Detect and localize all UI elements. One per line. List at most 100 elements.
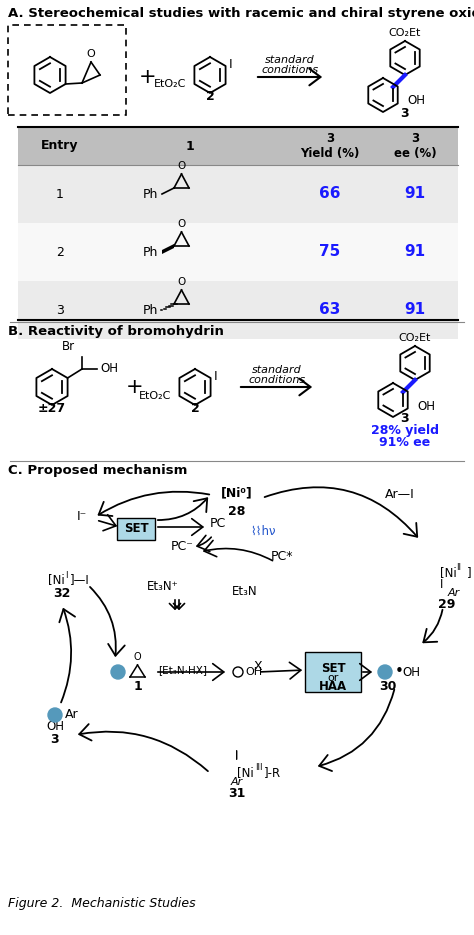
Text: +: +	[126, 377, 144, 397]
Text: C. Proposed mechanism: C. Proposed mechanism	[8, 464, 187, 477]
Text: HAA: HAA	[319, 681, 347, 694]
Text: OH: OH	[46, 720, 64, 733]
Text: OH: OH	[100, 363, 118, 376]
Text: •: •	[395, 665, 404, 680]
Text: OH: OH	[245, 667, 262, 677]
Text: [Ni: [Ni	[237, 767, 254, 780]
Text: 91: 91	[404, 244, 426, 260]
Text: 3: 3	[51, 733, 59, 746]
Circle shape	[48, 708, 62, 722]
Text: standard: standard	[265, 55, 315, 65]
Bar	[18, 223, 458, 281]
Text: 3: 3	[401, 412, 410, 425]
Text: Figure 2.  Mechanistic Studies: Figure 2. Mechanistic Studies	[8, 897, 196, 910]
Text: 3
ee (%): 3 ee (%)	[394, 132, 436, 161]
Text: [Et₃N·HX]: [Et₃N·HX]	[158, 665, 208, 675]
Bar	[18, 165, 458, 223]
Text: 75: 75	[319, 244, 341, 260]
Text: ±27: ±27	[38, 402, 66, 415]
Text: B. Reactivity of bromohydrin: B. Reactivity of bromohydrin	[8, 325, 224, 338]
Bar	[18, 281, 458, 339]
Text: Br: Br	[62, 340, 75, 353]
Text: standard: standard	[252, 365, 302, 375]
Text: 28: 28	[228, 505, 246, 518]
Text: [Ni: [Ni	[48, 573, 65, 586]
Text: 2: 2	[191, 402, 200, 415]
Text: Ph: Ph	[143, 304, 158, 317]
Text: 63: 63	[319, 303, 341, 318]
Text: 1: 1	[133, 680, 142, 693]
Text: Ar: Ar	[65, 709, 79, 722]
Text: EtO₂C: EtO₂C	[154, 79, 186, 89]
Text: 2: 2	[56, 246, 64, 258]
Text: 29: 29	[438, 598, 456, 611]
Circle shape	[111, 665, 125, 679]
Text: 3
Yield (%): 3 Yield (%)	[301, 132, 360, 161]
Text: 3: 3	[401, 107, 410, 120]
Text: Ph: Ph	[143, 188, 158, 200]
Text: Ar: Ar	[231, 777, 243, 787]
Text: 91% ee: 91% ee	[379, 436, 430, 449]
Text: CO₂Et: CO₂Et	[389, 28, 421, 38]
Text: OH: OH	[407, 94, 425, 108]
Text: I: I	[65, 571, 67, 580]
Text: PC⁻: PC⁻	[171, 540, 193, 553]
Text: A. Stereochemical studies with racemic and chiral styrene oxides: A. Stereochemical studies with racemic a…	[8, 7, 474, 20]
Text: 30: 30	[379, 680, 397, 693]
Text: PC*: PC*	[271, 550, 293, 563]
Text: OH: OH	[402, 666, 420, 679]
FancyBboxPatch shape	[305, 652, 361, 692]
Text: ]-R: ]-R	[264, 767, 281, 780]
Text: I: I	[214, 369, 217, 382]
Text: O: O	[87, 49, 95, 59]
Text: Ph: Ph	[143, 246, 158, 258]
Text: I: I	[235, 749, 239, 762]
Circle shape	[378, 665, 392, 679]
Text: Ar—I: Ar—I	[385, 488, 415, 501]
Bar	[18, 127, 458, 165]
Text: 32: 32	[53, 587, 71, 600]
Text: 3: 3	[56, 304, 64, 317]
Text: O: O	[177, 277, 186, 287]
Text: 28% yield: 28% yield	[371, 424, 439, 437]
Text: I: I	[440, 579, 443, 592]
Text: O: O	[177, 219, 186, 229]
Text: I: I	[235, 750, 239, 763]
Text: 2: 2	[206, 90, 214, 103]
Text: [Ni: [Ni	[440, 567, 457, 580]
Text: conditions: conditions	[248, 375, 306, 385]
FancyBboxPatch shape	[117, 518, 155, 540]
Text: or: or	[328, 673, 339, 683]
Text: II: II	[456, 564, 461, 572]
Text: 66: 66	[319, 186, 341, 202]
Text: ]: ]	[467, 567, 472, 580]
Text: Ar: Ar	[448, 588, 460, 598]
Text: SET: SET	[321, 661, 346, 674]
Text: OH: OH	[417, 400, 435, 413]
Text: X: X	[254, 660, 262, 673]
Text: ]—I: ]—I	[70, 573, 90, 586]
Text: [Ni⁰]: [Ni⁰]	[221, 486, 253, 499]
Text: ⌇⌇hν: ⌇⌇hν	[250, 525, 276, 538]
Polygon shape	[162, 244, 174, 254]
Text: O: O	[134, 652, 141, 662]
Text: I⁻: I⁻	[77, 510, 87, 523]
Text: III: III	[255, 764, 263, 772]
FancyBboxPatch shape	[8, 25, 126, 115]
Text: CO₂Et: CO₂Et	[399, 333, 431, 343]
Text: EtO₂C: EtO₂C	[139, 391, 172, 401]
Text: SET: SET	[124, 523, 148, 536]
Text: PC: PC	[210, 517, 226, 530]
Text: 91: 91	[404, 303, 426, 318]
Text: 1: 1	[56, 188, 64, 200]
Text: conditions: conditions	[262, 65, 319, 75]
Text: I: I	[228, 57, 232, 70]
Text: O: O	[177, 161, 186, 171]
Text: 91: 91	[404, 186, 426, 202]
Text: Entry: Entry	[41, 139, 79, 152]
Text: +: +	[139, 67, 157, 87]
Text: 1: 1	[186, 139, 194, 152]
Text: Et₃N: Et₃N	[232, 585, 258, 598]
Text: Et₃N⁺: Et₃N⁺	[147, 580, 179, 593]
Text: 31: 31	[228, 787, 246, 800]
